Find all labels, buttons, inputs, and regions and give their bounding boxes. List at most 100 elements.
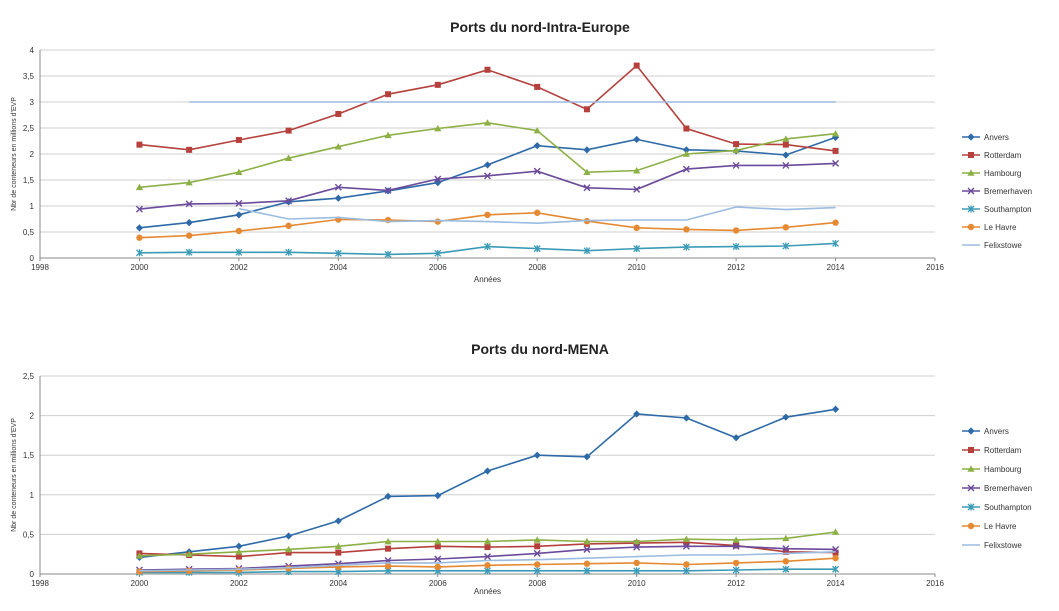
x-tick-label: 2014	[827, 579, 845, 588]
legend: Anvers Rotterdam Hambourg Bremerhaven Southa…	[962, 133, 1032, 250]
data-point	[583, 168, 591, 175]
data-point	[782, 242, 790, 250]
data-point	[633, 410, 641, 418]
data-point	[135, 249, 143, 257]
legend-item: Rotterdam	[962, 151, 1022, 160]
legend-marker	[967, 503, 975, 511]
legend-label: Southampton	[984, 503, 1032, 512]
data-point	[235, 211, 243, 219]
y-tick-label: 2,5	[23, 372, 35, 381]
data-point	[235, 542, 243, 550]
x-tick-label: 2000	[131, 263, 149, 272]
series-bremerhaven	[135, 159, 840, 213]
data-point	[285, 532, 293, 540]
data-point	[682, 414, 690, 422]
x-tick-label: 2004	[329, 263, 347, 272]
data-point	[185, 550, 193, 557]
legend-marker	[967, 205, 975, 213]
data-point	[782, 558, 790, 565]
data-point	[832, 549, 839, 556]
legend-label: Anvers	[984, 427, 1009, 436]
data-point	[136, 234, 143, 241]
data-point	[334, 183, 342, 191]
legend-item: Southampton	[962, 205, 1032, 214]
data-point	[633, 537, 641, 545]
data-point	[335, 110, 342, 117]
data-point	[682, 535, 690, 542]
legend-item: Anvers	[962, 133, 1009, 142]
data-point	[135, 552, 144, 559]
data-point	[135, 183, 144, 191]
series-hambourg	[135, 119, 840, 191]
data-point	[782, 565, 790, 573]
data-point	[434, 491, 442, 500]
data-point	[434, 175, 442, 183]
legend-item: Hambourg	[962, 169, 1021, 178]
data-point	[732, 559, 740, 567]
data-point	[285, 248, 293, 256]
data-point	[831, 405, 840, 413]
x-tick-label: 2012	[727, 263, 745, 272]
data-point	[782, 545, 790, 553]
legend-item: Le Havre	[962, 522, 1017, 531]
chart-title: Ports du nord-Intra-Europe	[450, 19, 630, 35]
y-tick-label: 1	[30, 491, 35, 500]
legend-marker	[967, 223, 975, 231]
data-point	[384, 131, 392, 139]
data-point	[782, 548, 789, 555]
data-point	[633, 62, 640, 69]
legend-marker	[967, 465, 975, 472]
data-point	[483, 537, 492, 545]
legend-item: Anvers	[962, 427, 1009, 436]
legend-label: Rotterdam	[984, 151, 1022, 160]
data-point	[484, 567, 491, 575]
data-point	[533, 167, 541, 175]
data-point	[732, 243, 740, 251]
data-point	[782, 413, 790, 421]
y-tick-label: 1,5	[23, 451, 35, 460]
x-tick-label: 2002	[230, 263, 248, 272]
data-point	[533, 127, 541, 134]
data-point	[136, 568, 143, 575]
data-point	[682, 243, 690, 251]
y-axis-label: Nbr de conteneurs en millions d'EVP	[11, 418, 18, 532]
legend-label: Le Havre	[984, 223, 1017, 232]
data-point	[334, 542, 342, 550]
data-point	[633, 185, 641, 193]
data-point	[334, 143, 342, 150]
data-point	[583, 247, 591, 255]
legend-label: Hambourg	[984, 169, 1021, 178]
data-point	[732, 161, 740, 169]
legend-item: Le Havre	[962, 223, 1017, 232]
x-tick-label: 2000	[131, 579, 149, 588]
data-point	[782, 141, 789, 148]
series-felixstowe	[139, 551, 836, 572]
data-point	[484, 66, 491, 73]
data-point	[384, 562, 392, 570]
data-point	[683, 539, 690, 546]
data-point	[633, 567, 641, 575]
data-point	[484, 243, 491, 251]
x-tick-label: 2014	[827, 263, 845, 272]
chart-title: Ports du nord-MENA	[471, 341, 609, 357]
data-point	[484, 172, 491, 180]
data-point	[533, 245, 541, 253]
data-point	[434, 249, 442, 257]
y-tick-label: 3	[30, 98, 35, 107]
series-line	[139, 551, 836, 572]
data-point	[434, 218, 441, 225]
x-tick-label: 2008	[528, 263, 546, 272]
data-point	[683, 226, 690, 233]
data-point	[135, 224, 144, 232]
data-point	[832, 159, 840, 167]
data-point	[185, 200, 193, 208]
data-point	[682, 165, 690, 173]
data-point	[384, 492, 392, 500]
data-point	[633, 245, 641, 253]
data-point	[583, 567, 591, 575]
x-tick-label: 2010	[628, 579, 646, 588]
legend-marker	[967, 427, 975, 435]
legend-item: Felixstowe	[962, 241, 1022, 250]
data-point	[484, 211, 491, 219]
